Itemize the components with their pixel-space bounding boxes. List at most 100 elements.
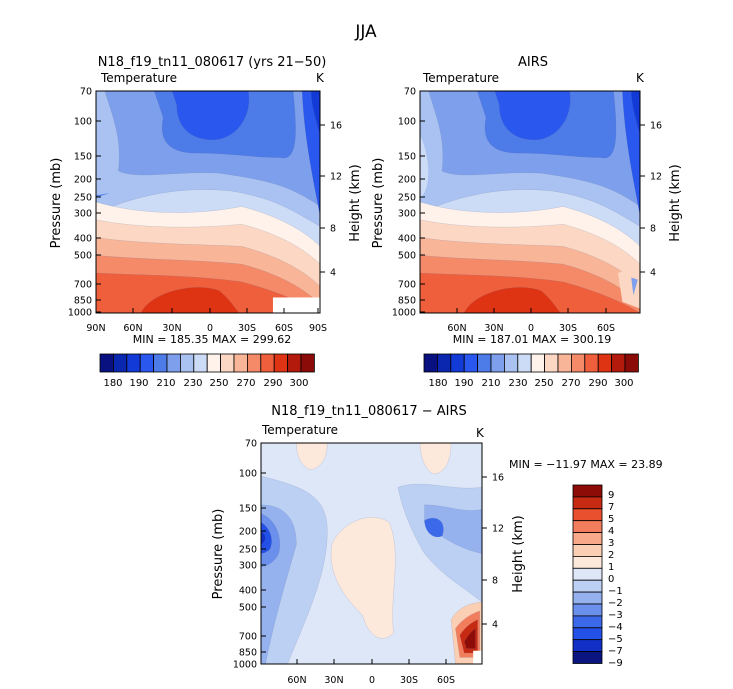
colorbar-swatch (206, 353, 221, 373)
y-tick-label-right: 16 (650, 121, 662, 132)
colorbar-swatch (572, 496, 603, 510)
x-tick-label: 0 (207, 323, 213, 334)
panel-left-label: Temperature (422, 71, 499, 85)
colorbar-swatch (477, 353, 492, 373)
x-tick-label: 0 (528, 323, 534, 334)
colorbar-swatch (597, 353, 613, 373)
panel-left-label: Temperature (100, 71, 177, 85)
band-290 (463, 287, 562, 313)
x-tick-label: 60N (123, 323, 142, 334)
colorbar-swatch (246, 353, 262, 373)
y-tick-label: 500 (398, 251, 416, 262)
colorbar-label: 4 (608, 526, 614, 537)
x-tick-label: 30S (238, 323, 256, 334)
colorbar-label: 190 (129, 378, 148, 389)
colorbar-swatch (530, 353, 546, 373)
colorbar-swatch (126, 353, 141, 373)
colorbar-swatch (572, 484, 603, 498)
y-tick-label: 400 (239, 586, 257, 597)
y-tick-label: 200 (74, 175, 92, 186)
colorbar-swatch (273, 353, 289, 373)
x-tick-label: 0 (369, 675, 375, 686)
y-tick-label-right: 16 (330, 121, 342, 132)
field-layer (96, 91, 320, 313)
colorbar-swatch (113, 353, 128, 373)
colorbar-label: 250 (209, 378, 228, 389)
colorbar-swatch (624, 353, 639, 373)
colorbar-swatch (572, 520, 603, 534)
field-layer (261, 443, 482, 664)
colorbar-obs: 180 190 210 230 250 270 290 300 (423, 353, 639, 389)
colorbar-swatch (233, 353, 248, 373)
colorbar-swatch (572, 591, 603, 605)
colorbar-swatch (436, 353, 452, 373)
y-axis-label: Pressure (mb) (211, 509, 226, 600)
colorbar-label: 190 (454, 378, 473, 389)
colorbar-swatch (99, 353, 114, 373)
y-axis-label: Pressure (mb) (371, 158, 386, 249)
figure-title: JJA (354, 22, 377, 42)
band-pos9 (464, 628, 476, 649)
colorbar-swatch (572, 579, 603, 593)
x-tick-label: 30N (324, 675, 343, 686)
y-tick-label: 150 (239, 504, 257, 515)
colorbar-swatch (153, 353, 168, 373)
colorbar-label: 230 (183, 378, 202, 389)
colorbar-label: −9 (608, 658, 623, 669)
x-tick-label: 90S (309, 323, 327, 334)
colorbar-label: 3 (608, 538, 614, 549)
y-tick-label: 200 (398, 175, 416, 186)
band-190 (171, 91, 250, 141)
band-pos1 (296, 443, 328, 470)
y-axis-label-right: Height (km) (511, 515, 526, 592)
y-tick-label-right: 16 (492, 473, 504, 484)
colorbar-swatch (557, 353, 572, 373)
x-tick-label: 30S (559, 323, 577, 334)
colorbar-label: 5 (608, 514, 614, 525)
colorbar-label: −7 (608, 646, 623, 657)
colorbar-swatch (611, 353, 626, 373)
colorbar-label: 180 (428, 378, 447, 389)
y-tick-label: 700 (239, 632, 257, 643)
panel-title: AIRS (518, 55, 548, 70)
y-tick-label: 850 (74, 296, 92, 307)
colorbar-swatch (423, 353, 438, 373)
colorbar-swatch (220, 353, 235, 373)
y-tick-label: 70 (404, 87, 416, 98)
colorbar-swatch (287, 353, 302, 373)
y-tick-label: 700 (74, 280, 92, 291)
y-tick-label: 1000 (68, 308, 92, 319)
colorbar-swatch (572, 567, 603, 581)
colorbar-swatch (584, 353, 599, 373)
colorbar-swatch (193, 353, 208, 373)
cold-spot (631, 277, 638, 296)
colorbar-label: 2 (608, 550, 614, 561)
band-180 (630, 91, 640, 136)
panel-model: N18_f19_tn11_080617 (yrs 21−50) Temperat… (49, 55, 363, 346)
y-tick-label: 400 (398, 234, 416, 245)
colorbar-swatch (503, 353, 519, 373)
y-tick-label-right: 4 (650, 268, 656, 279)
colorbar-label: 180 (103, 378, 122, 389)
x-tick-label: 90N (86, 323, 105, 334)
colorbar-swatch (179, 353, 195, 373)
min-max-stats: MIN = 187.01 MAX = 300.19 (453, 333, 611, 346)
colorbar-label: −4 (608, 622, 623, 633)
x-tick-label: 30N (484, 323, 503, 334)
y-tick-label: 300 (74, 209, 92, 220)
warm-notch (618, 264, 640, 309)
colorbar-label: 7 (608, 502, 614, 513)
colorbar-label: 290 (263, 378, 282, 389)
colorbar-swatch (450, 353, 465, 373)
y-tick-label-right: 8 (330, 224, 336, 235)
y-axis-label-right: Height (km) (668, 164, 683, 241)
colorbar-label: −5 (608, 634, 623, 645)
colorbar-swatch (572, 651, 603, 664)
y-tick-label: 150 (74, 152, 92, 163)
y-tick-label-right: 8 (650, 224, 656, 235)
plot-frame (95, 90, 321, 314)
missing-data (272, 297, 320, 313)
colorbar-swatch (517, 353, 532, 373)
y-tick-label: 500 (74, 251, 92, 262)
